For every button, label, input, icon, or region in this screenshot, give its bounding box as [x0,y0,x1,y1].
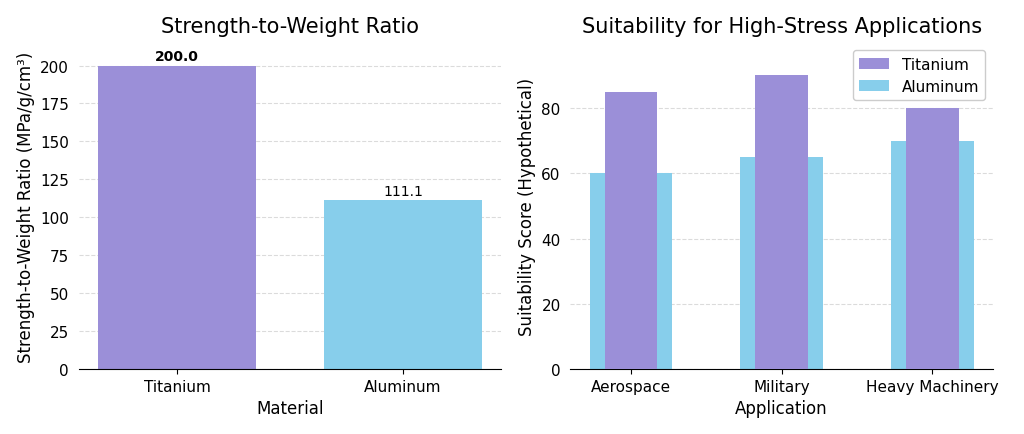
Bar [605,92,657,369]
Bar [324,201,482,369]
Bar [590,174,673,369]
X-axis label: Application: Application [735,399,828,418]
Title: Strength-to-Weight Ratio: Strength-to-Weight Ratio [161,16,419,36]
Y-axis label: Strength-to-Weight Ratio (MPa/g/cm³): Strength-to-Weight Ratio (MPa/g/cm³) [16,51,35,362]
Text: 200.0: 200.0 [155,50,199,64]
Legend: Titanium, Aluminum: Titanium, Aluminum [853,51,985,101]
Text: 111.1: 111.1 [383,185,423,199]
X-axis label: Material: Material [256,399,324,418]
Bar [906,109,958,369]
Bar [756,76,808,369]
Bar [891,141,974,369]
Title: Suitability for High-Stress Applications: Suitability for High-Stress Applications [582,16,982,36]
Bar [740,158,823,369]
Y-axis label: Suitability Score (Hypothetical): Suitability Score (Hypothetical) [518,78,536,335]
Bar [98,66,256,369]
